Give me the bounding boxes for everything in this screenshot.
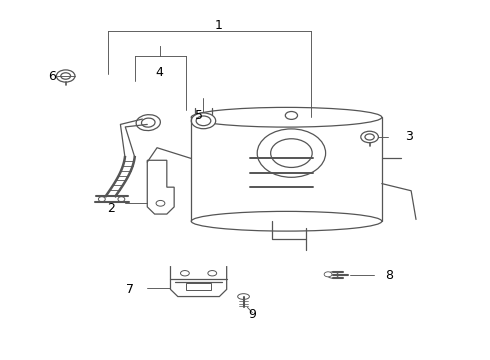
Ellipse shape <box>118 197 125 202</box>
Ellipse shape <box>361 131 378 143</box>
Ellipse shape <box>191 211 382 231</box>
Text: 6: 6 <box>48 69 56 82</box>
Ellipse shape <box>285 112 297 120</box>
Ellipse shape <box>180 271 189 276</box>
Ellipse shape <box>328 272 338 278</box>
Text: 2: 2 <box>107 202 115 215</box>
Text: 5: 5 <box>195 109 202 122</box>
Ellipse shape <box>238 294 249 300</box>
Bar <box>186 283 211 291</box>
Ellipse shape <box>142 118 155 127</box>
Ellipse shape <box>196 116 211 126</box>
Text: 1: 1 <box>214 19 222 32</box>
Ellipse shape <box>156 201 165 206</box>
Ellipse shape <box>136 114 160 131</box>
Text: 8: 8 <box>385 269 393 282</box>
Ellipse shape <box>56 70 75 82</box>
Ellipse shape <box>324 272 332 277</box>
Ellipse shape <box>191 113 216 129</box>
Polygon shape <box>147 160 174 214</box>
Ellipse shape <box>365 134 374 140</box>
Ellipse shape <box>191 107 382 127</box>
Text: 7: 7 <box>126 283 134 296</box>
Text: 4: 4 <box>155 66 164 79</box>
Text: 9: 9 <box>248 308 256 321</box>
Text: 3: 3 <box>405 130 413 144</box>
Ellipse shape <box>61 73 71 79</box>
Ellipse shape <box>270 139 312 167</box>
Ellipse shape <box>208 271 217 276</box>
Ellipse shape <box>98 197 105 202</box>
Ellipse shape <box>257 129 326 177</box>
